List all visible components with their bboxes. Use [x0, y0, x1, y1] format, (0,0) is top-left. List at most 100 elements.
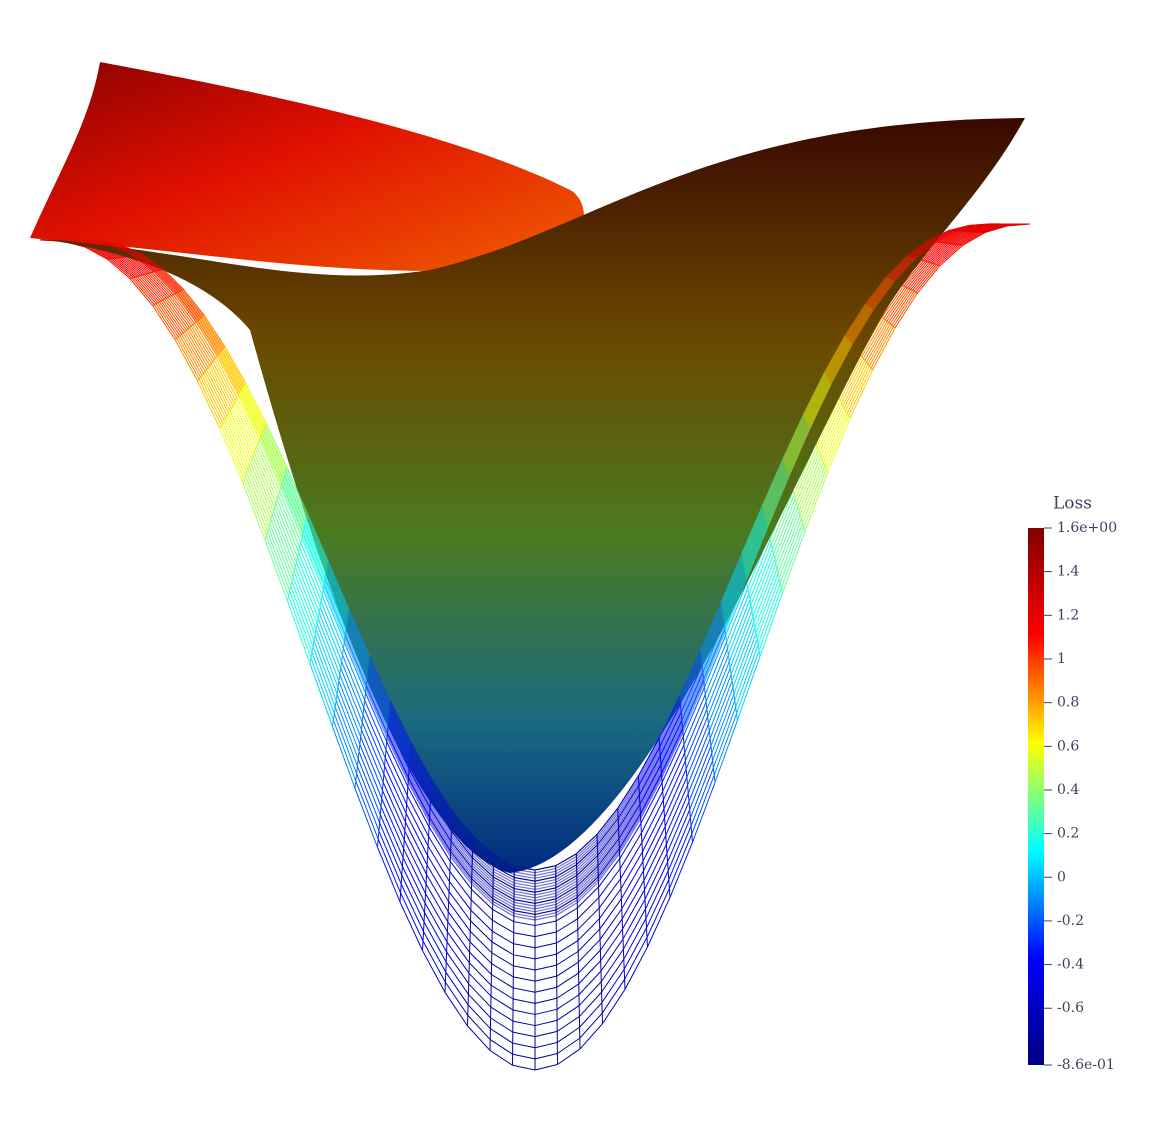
mesh-line [690, 767, 714, 827]
mesh-line [292, 576, 316, 636]
mesh-line [213, 359, 236, 401]
mesh-line [448, 891, 471, 922]
mesh-line [312, 646, 336, 708]
mesh-line [297, 557, 320, 613]
mesh-line [597, 835, 620, 864]
mesh-line [578, 970, 602, 996]
mesh-line [514, 871, 536, 877]
mesh-line [264, 539, 288, 601]
mesh-line [780, 526, 805, 589]
mesh-line [90, 246, 114, 259]
mesh-line [725, 582, 748, 636]
mesh-line [742, 512, 765, 563]
mesh-line [934, 244, 958, 265]
mesh-line [242, 478, 245, 483]
mesh-line [215, 355, 218, 359]
mesh-line [409, 757, 432, 797]
mesh-line [743, 517, 766, 569]
mesh-line [300, 537, 303, 543]
mesh-line [468, 972, 492, 997]
mesh-line [700, 604, 722, 653]
mesh-line [702, 626, 726, 679]
mesh-line [449, 856, 473, 885]
mesh-line [451, 818, 474, 845]
mesh-line [643, 826, 666, 872]
mesh-line [754, 627, 757, 634]
mesh-line [280, 485, 304, 536]
mesh-line [493, 870, 515, 884]
mesh-line [469, 930, 493, 954]
mesh-line [378, 822, 381, 832]
mesh-line [325, 575, 348, 626]
mesh-line [361, 722, 385, 775]
mesh-line [708, 667, 731, 725]
mesh-line [512, 1053, 536, 1060]
mesh-line [687, 738, 711, 794]
mesh-line [428, 836, 451, 872]
mesh-line [201, 372, 204, 376]
mesh-line [344, 638, 367, 690]
mesh-line [172, 293, 176, 296]
mesh-line [892, 291, 917, 327]
mesh-line [357, 758, 381, 815]
mesh-line [867, 323, 891, 365]
mesh-line [534, 898, 557, 904]
mesh-line [724, 576, 747, 630]
mesh-line [388, 712, 411, 756]
mesh-line [773, 553, 776, 560]
mesh-line [645, 927, 648, 938]
mesh-line [450, 840, 473, 869]
mesh-line [279, 487, 282, 492]
mesh-line [827, 418, 851, 473]
mesh-line [727, 593, 750, 649]
mesh-line [470, 899, 493, 921]
mesh-line [346, 622, 369, 672]
mesh-line [219, 425, 222, 429]
mesh-line [721, 562, 744, 613]
mesh-line [444, 992, 468, 1027]
mesh-line [762, 459, 785, 508]
mesh-line [725, 635, 728, 642]
mesh-line [311, 652, 335, 714]
mesh-line [342, 641, 345, 649]
mesh-line [444, 981, 469, 1016]
mesh-line [242, 386, 265, 429]
mesh-line [135, 276, 138, 278]
mesh-line [886, 288, 910, 322]
mesh-line [600, 928, 623, 961]
mesh-line [806, 378, 829, 423]
mesh-line [239, 391, 263, 436]
mesh-line [599, 898, 622, 930]
mesh-line [382, 774, 385, 783]
mesh-line [346, 618, 369, 668]
mesh-line [687, 793, 690, 802]
mesh-line [492, 898, 515, 912]
mesh-line [599, 908, 623, 940]
mesh-line [722, 566, 745, 618]
mesh-line [164, 297, 167, 300]
mesh-line [406, 786, 409, 796]
mesh-line [785, 421, 808, 468]
mesh-line [668, 879, 670, 889]
mesh-line [169, 296, 192, 327]
mesh-line [870, 367, 873, 371]
mesh-line [891, 324, 894, 327]
mesh-line [243, 478, 267, 536]
mesh-line [906, 240, 929, 257]
mesh-line [905, 261, 928, 288]
mesh-line [86, 246, 110, 260]
mesh-line [367, 672, 390, 720]
mesh-line [741, 506, 764, 556]
mesh-line [915, 264, 939, 293]
mesh-line [197, 380, 221, 429]
mesh-line [733, 633, 757, 695]
mesh-line [430, 795, 453, 830]
mesh-line [236, 397, 259, 444]
mesh-line [966, 225, 989, 233]
mesh-line [259, 439, 282, 488]
mesh-line [249, 462, 273, 516]
mesh-line [290, 586, 314, 647]
mesh-line [429, 814, 452, 850]
mesh-line [266, 531, 291, 592]
mesh-line [262, 431, 285, 478]
